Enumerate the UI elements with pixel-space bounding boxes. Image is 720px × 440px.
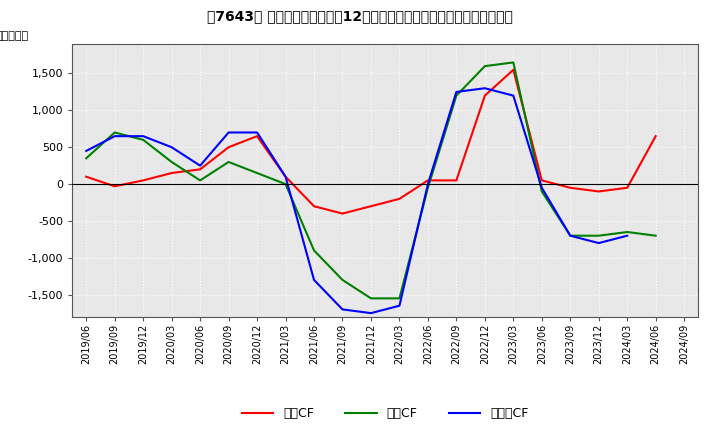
営業CF xyxy=(509,67,518,73)
営業CF xyxy=(452,178,461,183)
投資CF xyxy=(452,93,461,98)
Line: 投資CF: 投資CF xyxy=(86,62,656,298)
投資CF xyxy=(167,159,176,165)
投資CF xyxy=(366,296,375,301)
投資CF xyxy=(310,248,318,253)
フリーCF xyxy=(566,233,575,238)
営業CF xyxy=(82,174,91,180)
フリーCF xyxy=(110,133,119,139)
投資CF xyxy=(196,178,204,183)
投資CF xyxy=(139,137,148,143)
投資CF xyxy=(566,233,575,238)
フリーCF xyxy=(167,145,176,150)
フリーCF xyxy=(423,181,432,187)
投資CF xyxy=(110,130,119,135)
営業CF xyxy=(395,196,404,202)
営業CF xyxy=(595,189,603,194)
フリーCF xyxy=(338,307,347,312)
営業CF xyxy=(139,178,148,183)
営業CF xyxy=(225,145,233,150)
フリーCF xyxy=(395,303,404,308)
営業CF xyxy=(338,211,347,216)
投資CF xyxy=(338,277,347,282)
投資CF xyxy=(652,233,660,238)
投資CF xyxy=(395,296,404,301)
フリーCF xyxy=(537,185,546,191)
営業CF xyxy=(110,183,119,189)
フリーCF xyxy=(366,311,375,316)
Line: フリーCF: フリーCF xyxy=(86,88,627,313)
フリーCF xyxy=(225,130,233,135)
投資CF xyxy=(253,170,261,176)
フリーCF xyxy=(310,277,318,282)
営業CF xyxy=(196,167,204,172)
営業CF xyxy=(366,204,375,209)
営業CF xyxy=(253,133,261,139)
フリーCF xyxy=(509,93,518,98)
Y-axis label: （百万円）: （百万円） xyxy=(0,31,28,41)
営業CF xyxy=(423,178,432,183)
フリーCF xyxy=(139,133,148,139)
投資CF xyxy=(423,185,432,191)
営業CF xyxy=(310,204,318,209)
投資CF xyxy=(480,63,489,69)
フリーCF xyxy=(623,233,631,238)
フリーCF xyxy=(452,89,461,95)
営業CF xyxy=(623,185,631,191)
投資CF xyxy=(509,60,518,65)
営業CF xyxy=(537,178,546,183)
フリーCF xyxy=(595,240,603,246)
営業CF xyxy=(566,185,575,191)
営業CF xyxy=(480,93,489,98)
フリーCF xyxy=(196,163,204,168)
営業CF xyxy=(282,174,290,180)
投資CF xyxy=(82,156,91,161)
Legend: 営業CF, 投資CF, フリーCF: 営業CF, 投資CF, フリーCF xyxy=(237,402,534,425)
フリーCF xyxy=(282,174,290,180)
営業CF xyxy=(167,170,176,176)
投資CF xyxy=(623,229,631,235)
投資CF xyxy=(537,189,546,194)
Text: 【7643】 キャッシュフローの12か月移動合計の対前年同期増減額の推移: 【7643】 キャッシュフローの12か月移動合計の対前年同期増減額の推移 xyxy=(207,9,513,23)
投資CF xyxy=(595,233,603,238)
投資CF xyxy=(225,159,233,165)
Line: 営業CF: 営業CF xyxy=(86,70,656,213)
フリーCF xyxy=(253,130,261,135)
投資CF xyxy=(282,181,290,187)
フリーCF xyxy=(480,86,489,91)
フリーCF xyxy=(82,148,91,154)
営業CF xyxy=(652,133,660,139)
